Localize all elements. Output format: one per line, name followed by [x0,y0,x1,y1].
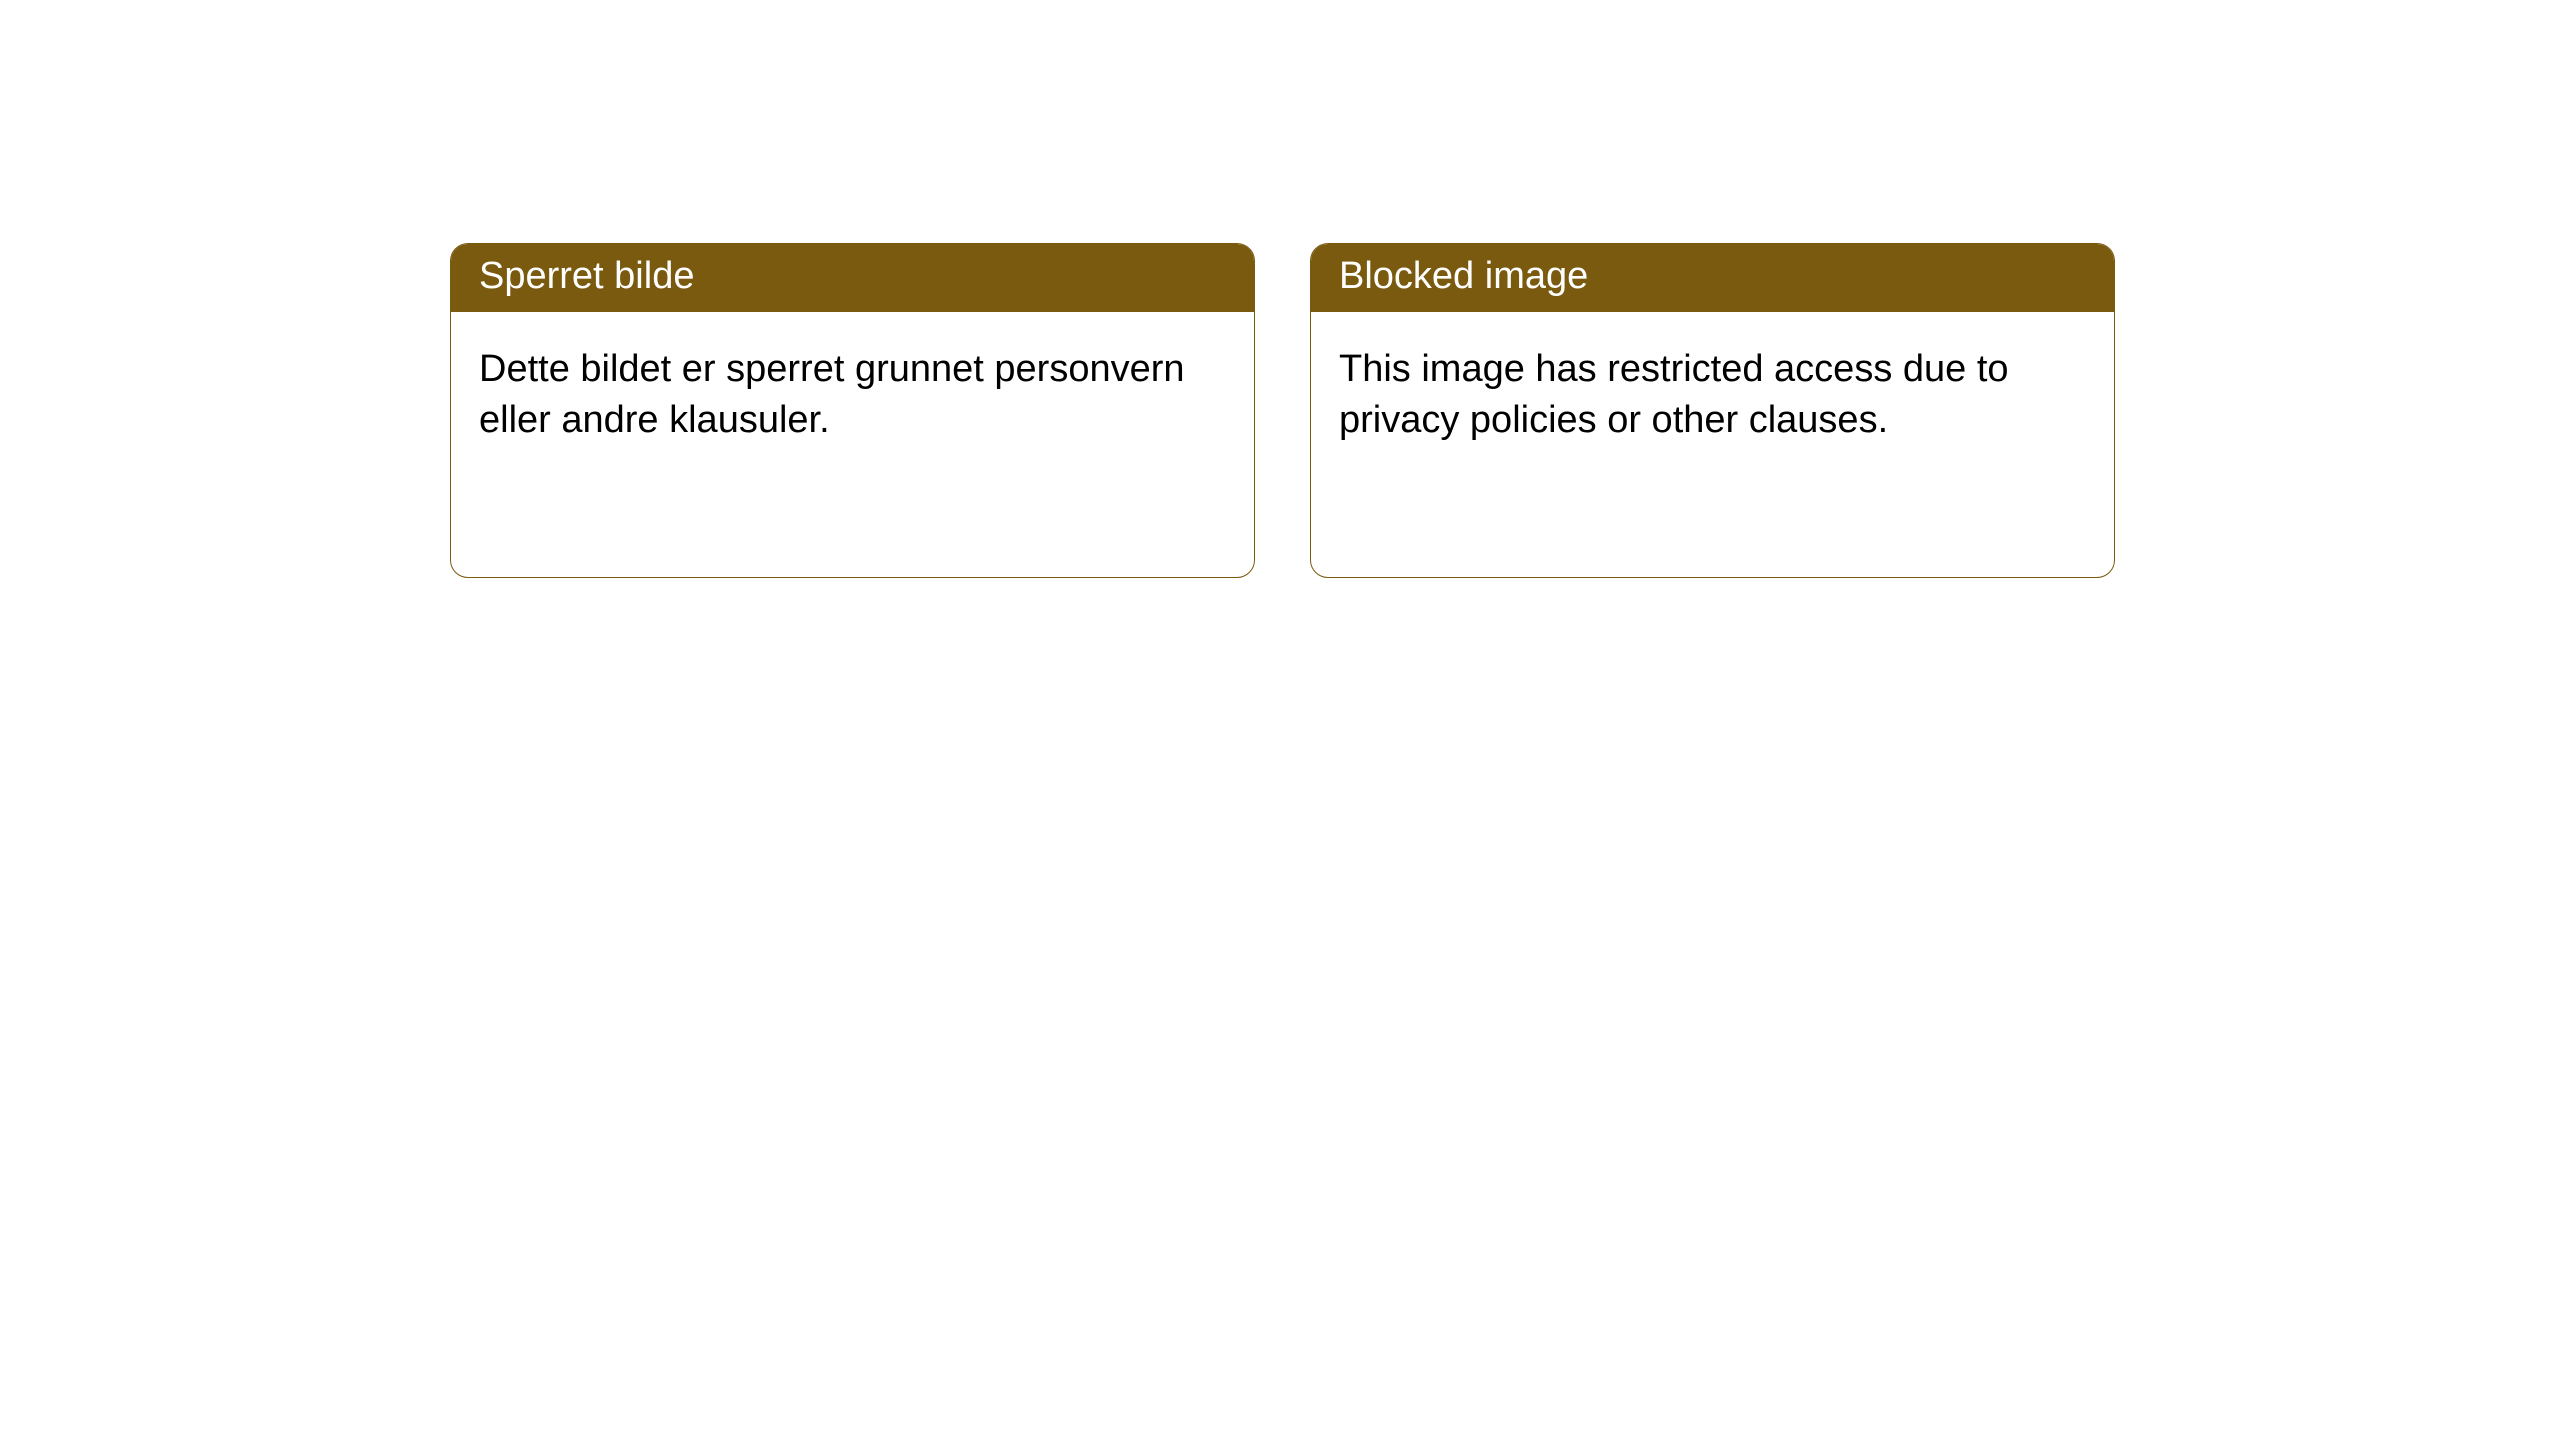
card-body: This image has restricted access due to … [1311,312,2114,479]
notice-card-norwegian: Sperret bilde Dette bildet er sperret gr… [450,243,1255,578]
card-body-text: This image has restricted access due to … [1339,348,2009,441]
card-body: Dette bildet er sperret grunnet personve… [451,312,1254,479]
card-header-text: Sperret bilde [479,255,694,297]
card-header-text: Blocked image [1339,255,1588,297]
card-header: Blocked image [1311,244,2114,312]
card-body-text: Dette bildet er sperret grunnet personve… [479,348,1185,441]
notice-cards-container: Sperret bilde Dette bildet er sperret gr… [450,243,2115,578]
notice-card-english: Blocked image This image has restricted … [1310,243,2115,578]
card-header: Sperret bilde [451,244,1254,312]
